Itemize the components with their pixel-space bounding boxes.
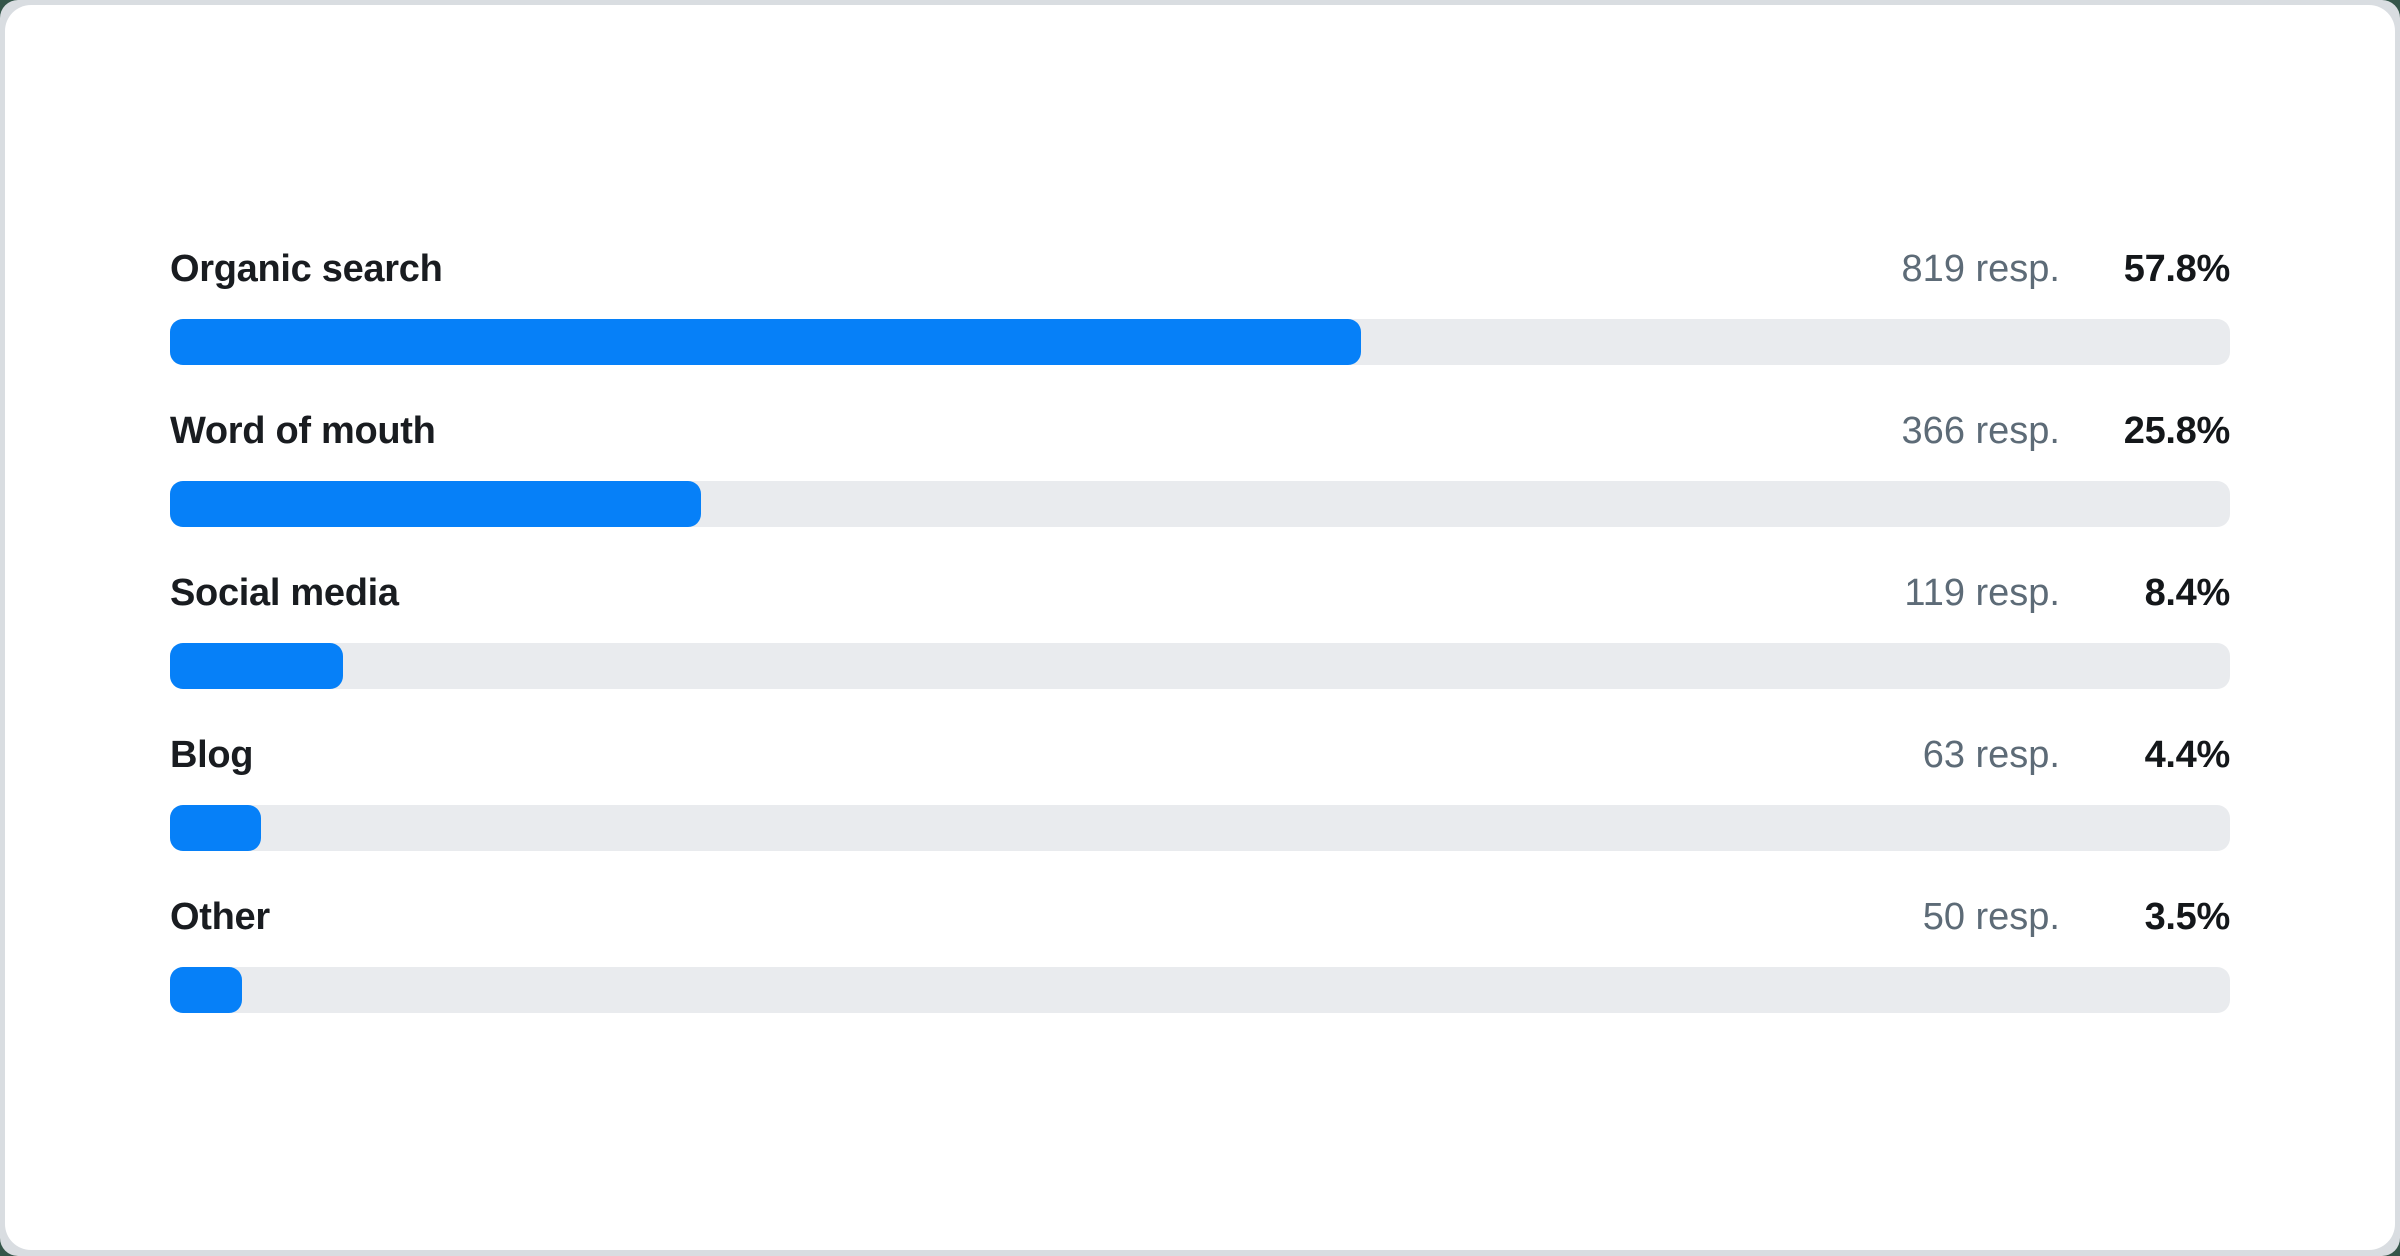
- percent-value: 25.8%: [2123, 410, 2231, 452]
- answer-label: Blog: [170, 734, 254, 776]
- answer-label: Social media: [170, 572, 399, 614]
- bar-fill: [170, 805, 261, 851]
- answer-label: Organic search: [170, 248, 443, 290]
- result-values: 819 resp. 57.8%: [1901, 245, 2231, 293]
- result-row-header: Organic search 819 resp. 57.8%: [170, 245, 2230, 293]
- result-values: 366 resp. 25.8%: [1901, 407, 2231, 455]
- result-values: 119 resp. 8.4%: [1904, 569, 2230, 617]
- survey-results-card: Organic search 819 resp. 57.8% Word of m…: [5, 5, 2395, 1250]
- result-row: Other 50 resp. 3.5%: [170, 893, 2230, 1013]
- bar-track: [170, 967, 2230, 1013]
- result-row-header: Word of mouth 366 resp. 25.8%: [170, 407, 2230, 455]
- result-row: Organic search 819 resp. 57.8%: [170, 245, 2230, 365]
- bar-fill: [170, 319, 1361, 365]
- result-row-header: Blog 63 resp. 4.4%: [170, 731, 2230, 779]
- response-count: 63 resp.: [1922, 734, 2060, 776]
- response-count: 366 resp.: [1901, 410, 2060, 452]
- response-count: 50 resp.: [1922, 896, 2060, 938]
- percent-value: 4.4%: [2144, 734, 2231, 776]
- bar-track: [170, 643, 2230, 689]
- result-values: 63 resp. 4.4%: [1922, 731, 2231, 779]
- result-row: Blog 63 resp. 4.4%: [170, 731, 2230, 851]
- bar-fill: [170, 643, 344, 689]
- percent-value: 8.4%: [2144, 572, 2231, 614]
- bar-track: [170, 805, 2230, 851]
- response-count: 819 resp.: [1901, 248, 2060, 290]
- bar-fill: [170, 481, 702, 527]
- percent-value: 3.5%: [2144, 896, 2231, 938]
- result-row-header: Social media 119 resp. 8.4%: [170, 569, 2230, 617]
- response-count: 119 resp.: [1904, 572, 2060, 614]
- bar-fill: [170, 967, 243, 1013]
- answer-label: Word of mouth: [170, 410, 436, 452]
- result-row-header: Other 50 resp. 3.5%: [170, 893, 2230, 941]
- bar-track: [170, 319, 2230, 365]
- bar-track: [170, 481, 2230, 527]
- results-list: Organic search 819 resp. 57.8% Word of m…: [170, 245, 2230, 1055]
- answer-label: Other: [170, 896, 270, 938]
- result-row: Word of mouth 366 resp. 25.8%: [170, 407, 2230, 527]
- percent-value: 57.8%: [2123, 248, 2231, 290]
- result-row: Social media 119 resp. 8.4%: [170, 569, 2230, 689]
- result-values: 50 resp. 3.5%: [1922, 893, 2231, 941]
